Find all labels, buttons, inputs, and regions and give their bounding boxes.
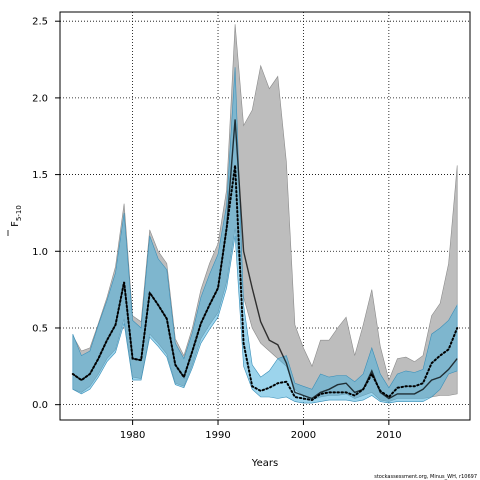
series-lines — [71, 119, 459, 402]
y-tick-label: 1.5 — [32, 170, 48, 181]
y-axis-ticks: 0.0 0.5 1.0 1.5 2.0 2.5 — [32, 17, 60, 411]
x-tick-label: 1990 — [205, 430, 230, 441]
y-tick-label: 0.5 — [32, 323, 48, 334]
x-tick-label: 2010 — [376, 430, 401, 441]
x-tick-label: 1980 — [120, 430, 145, 441]
footer-credit: stockassessment.org, Minus_WH, r10697 — [374, 474, 477, 480]
black-dotted-line — [71, 165, 459, 402]
y-axis-label: F5-10 — [7, 205, 23, 236]
y-tick-label: 1.0 — [32, 247, 48, 258]
x-axis-label: Years — [251, 458, 278, 469]
y-tick-label: 0.0 — [32, 400, 48, 411]
blue-band — [72, 67, 458, 404]
svg-text:F5-10: F5-10 — [10, 205, 23, 227]
y-axis-label-subscript: 5-10 — [15, 205, 23, 221]
x-tick-label: 2000 — [291, 430, 316, 441]
y-tick-label: 2.5 — [32, 17, 48, 28]
plot-frame — [59, 11, 471, 421]
confidence-bands — [72, 24, 458, 404]
y-axis-label-main: F — [10, 221, 21, 227]
y-tick-label: 2.0 — [32, 93, 48, 104]
x-axis-ticks: 1980 1990 2000 2010 — [120, 420, 402, 441]
